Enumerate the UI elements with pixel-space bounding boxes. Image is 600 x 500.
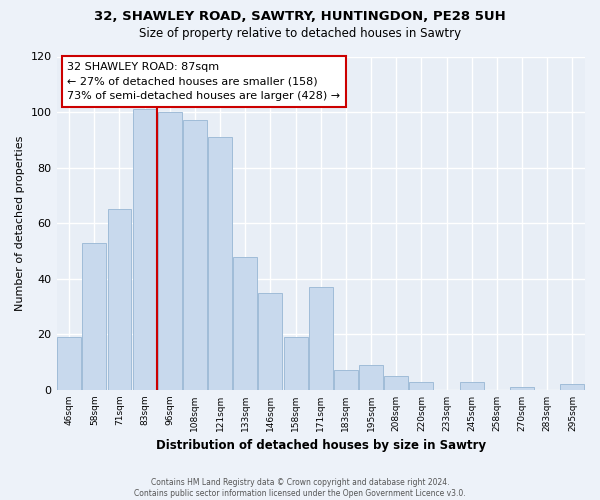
Bar	[82, 242, 106, 390]
Bar	[409, 382, 433, 390]
Bar	[385, 376, 408, 390]
Bar	[208, 137, 232, 390]
X-axis label: Distribution of detached houses by size in Sawtry: Distribution of detached houses by size …	[156, 440, 486, 452]
Text: 32, SHAWLEY ROAD, SAWTRY, HUNTINGDON, PE28 5UH: 32, SHAWLEY ROAD, SAWTRY, HUNTINGDON, PE…	[94, 10, 506, 23]
Bar	[158, 112, 182, 390]
Bar	[233, 256, 257, 390]
Bar	[359, 365, 383, 390]
Text: Size of property relative to detached houses in Sawtry: Size of property relative to detached ho…	[139, 28, 461, 40]
Bar	[460, 382, 484, 390]
Text: 32 SHAWLEY ROAD: 87sqm
← 27% of detached houses are smaller (158)
73% of semi-de: 32 SHAWLEY ROAD: 87sqm ← 27% of detached…	[67, 62, 340, 101]
Bar	[57, 337, 81, 390]
Bar	[133, 110, 157, 390]
Bar	[309, 287, 333, 390]
Text: Contains HM Land Registry data © Crown copyright and database right 2024.
Contai: Contains HM Land Registry data © Crown c…	[134, 478, 466, 498]
Bar	[183, 120, 207, 390]
Y-axis label: Number of detached properties: Number of detached properties	[15, 136, 25, 311]
Bar	[334, 370, 358, 390]
Bar	[510, 387, 534, 390]
Bar	[107, 210, 131, 390]
Bar	[560, 384, 584, 390]
Bar	[259, 292, 283, 390]
Bar	[284, 337, 308, 390]
